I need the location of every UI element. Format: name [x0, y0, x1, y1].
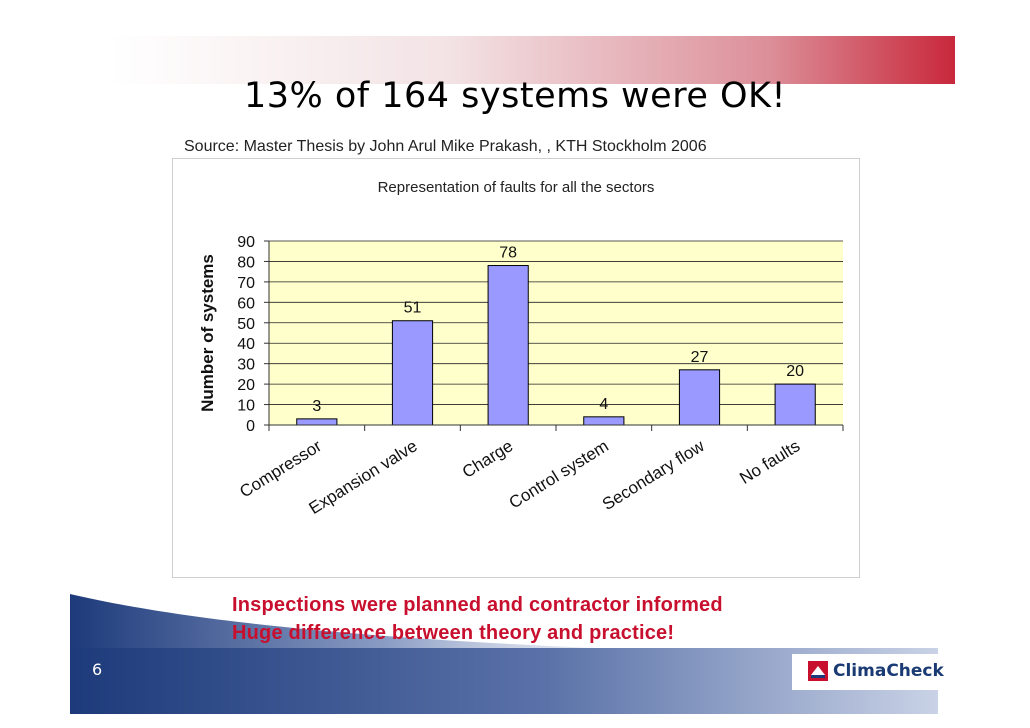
y-tick-label: 50 — [237, 316, 255, 333]
data-label: 3 — [312, 398, 321, 415]
title-banner — [110, 36, 955, 84]
x-tick-label: No faults — [736, 436, 803, 488]
bar-charge — [487, 265, 529, 426]
bar-compressor — [296, 418, 338, 426]
bar-expansion-valve — [391, 320, 434, 426]
y-tick-label: 80 — [237, 254, 255, 271]
data-label: 78 — [499, 245, 517, 262]
axes — [264, 240, 844, 431]
y-tick-label: 30 — [237, 357, 255, 374]
climacheck-logo: ClimaCheck — [808, 659, 944, 683]
y-tick-label: 0 — [246, 418, 255, 435]
y-tick-label: 70 — [237, 275, 255, 292]
x-tick-label: Charge — [459, 436, 516, 482]
data-label: 51 — [404, 300, 422, 317]
data-labels: 3 51 78 4 27 20 — [312, 245, 804, 415]
chart-frame: Representation of faults for all the sec… — [172, 158, 860, 578]
x-tick-label: Compressor — [236, 436, 325, 501]
y-tick-label: 20 — [237, 377, 255, 394]
footer-swoosh — [70, 594, 938, 714]
data-label: 20 — [786, 363, 804, 380]
data-label: 27 — [691, 349, 709, 366]
chart-title: Representation of faults for all the sec… — [378, 179, 655, 196]
message-line-1: Inspections were planned and contractor … — [232, 594, 723, 616]
y-tick-label: 90 — [237, 234, 255, 251]
data-label: 4 — [599, 396, 608, 413]
source-citation: Source: Master Thesis by John Arul Mike … — [184, 138, 707, 155]
x-tick-label: Secondary flow — [599, 436, 708, 514]
plot-area — [269, 241, 843, 425]
y-tick-label: 60 — [237, 295, 255, 312]
slide-title: 13% of 164 systems were OK! — [243, 76, 787, 116]
bar-control-system — [583, 416, 625, 426]
logo-text: ClimaCheck — [833, 661, 944, 681]
y-tick-labels: 0 10 20 30 40 50 60 70 80 90 — [237, 234, 255, 435]
message-line-2: Huge difference between theory and pract… — [232, 622, 675, 644]
bar-chart: Representation of faults for all the sec… — [198, 179, 844, 518]
x-tick-label: Control system — [506, 436, 612, 512]
page-number: 6 — [92, 660, 103, 679]
y-tick-label: 10 — [237, 398, 255, 415]
bar-no-faults — [774, 383, 816, 426]
x-tick-label: Expansion valve — [306, 436, 421, 518]
bar-secondary-flow — [678, 369, 721, 426]
logo-mark-icon — [808, 661, 828, 681]
bars — [296, 265, 816, 426]
y-axis-label: Number of systems — [198, 254, 217, 412]
y-tick-label: 40 — [237, 336, 255, 353]
